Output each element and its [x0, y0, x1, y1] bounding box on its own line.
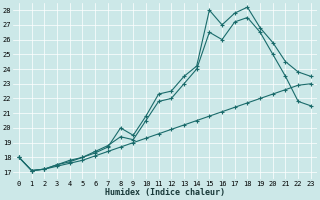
X-axis label: Humidex (Indice chaleur): Humidex (Indice chaleur): [105, 188, 225, 197]
